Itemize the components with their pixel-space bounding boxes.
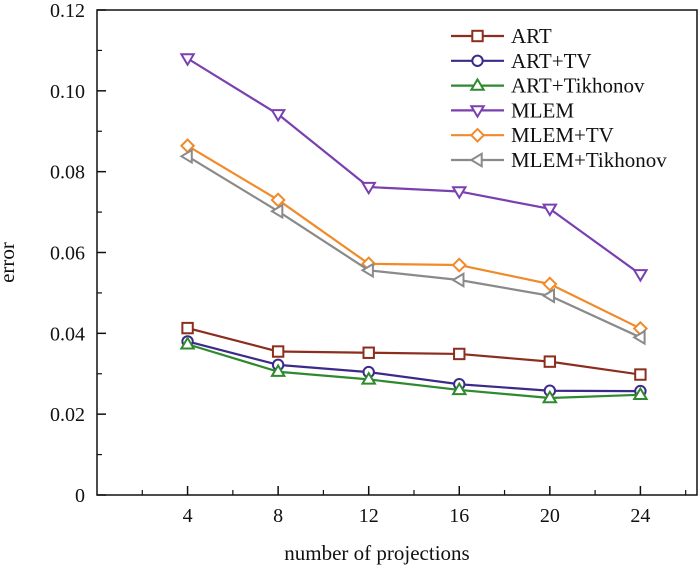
x-tick-label: 8 — [273, 505, 283, 527]
data-point — [541, 203, 558, 218]
legend-swatch-marker — [471, 29, 484, 43]
legend-label: MLEM+TV — [511, 123, 614, 147]
data-point — [451, 272, 465, 288]
legend-entry: MLEM+TV — [451, 123, 614, 147]
data-point — [451, 186, 468, 200]
legend-entry: MLEM+Tikhonov — [451, 148, 667, 172]
y-tick-label: 0.10 — [50, 81, 85, 103]
x-tick-label: 20 — [540, 505, 560, 527]
x-tick-label: 24 — [630, 505, 650, 527]
data-point — [271, 345, 285, 358]
series-art-tikhonov — [179, 336, 649, 404]
data-point — [451, 257, 467, 273]
series-mlem-tikhonov — [179, 148, 646, 346]
data-point — [360, 181, 377, 196]
legend-entry: ART+Tikhonov — [451, 74, 645, 98]
data-point — [270, 109, 287, 123]
legend-entry: ART — [451, 24, 552, 48]
data-point — [451, 381, 468, 396]
y-tick-label: 0.04 — [50, 323, 85, 345]
series-line — [186, 57, 642, 276]
legend-label: ART — [511, 24, 552, 48]
data-point — [541, 389, 558, 404]
legend-swatch-marker — [469, 105, 486, 119]
data-point — [360, 262, 374, 279]
legend-entry: ART+TV — [451, 49, 592, 73]
data-point — [543, 355, 557, 368]
x-tick-label: 12 — [359, 505, 379, 527]
data-point — [179, 53, 196, 67]
y-tick-label: 0.12 — [50, 0, 85, 22]
data-point — [453, 347, 466, 361]
series-line — [187, 340, 641, 393]
y-tick-label: 0.08 — [50, 162, 85, 184]
data-point — [360, 371, 377, 385]
data-point — [181, 321, 194, 335]
data-point — [270, 363, 287, 377]
legend-swatch-marker — [471, 54, 484, 67]
legend-entry: MLEM — [451, 98, 574, 122]
data-point — [542, 276, 558, 292]
legend-swatch-marker — [469, 127, 486, 143]
data-point — [270, 192, 286, 208]
series-line — [186, 155, 641, 339]
data-point — [179, 336, 196, 350]
data-point — [632, 386, 649, 400]
y-axis-title: error — [0, 242, 19, 283]
series-line — [187, 343, 641, 400]
series-mlem — [179, 53, 649, 283]
data-point — [632, 269, 649, 283]
series-art — [181, 321, 647, 381]
series-layer — [179, 53, 649, 404]
data-point — [541, 287, 556, 304]
x-axis-title: number of projections — [284, 541, 469, 565]
x-tick-label: 4 — [183, 505, 193, 527]
data-point — [632, 329, 646, 346]
legend-label: ART+TV — [511, 49, 592, 73]
series-mlem-tv — [179, 138, 649, 337]
axes: 0 0.02 0.04 0.06 0.08 0.10 0.12 4 8 12 16 20 24 — [50, 0, 698, 527]
data-point — [179, 148, 193, 165]
legend-swatch-marker — [469, 152, 483, 168]
data-point — [269, 203, 284, 220]
y-tick-label: 0.06 — [50, 243, 85, 265]
x-tick-label: 16 — [449, 505, 469, 527]
data-point — [362, 346, 375, 359]
y-tick-label: 0 — [75, 485, 85, 507]
legend: ARTART+TVART+TikhonovMLEMMLEM+TVMLEM+Tik… — [451, 24, 667, 172]
y-tick-label: 0.02 — [50, 404, 85, 426]
series-line — [187, 144, 641, 330]
legend-swatch-marker — [469, 77, 486, 91]
legend-label: MLEM — [511, 98, 574, 122]
data-point — [634, 368, 647, 381]
series-line — [187, 327, 641, 376]
legend-label: MLEM+Tikhonov — [511, 148, 667, 172]
legend-label: ART+Tikhonov — [511, 74, 645, 98]
